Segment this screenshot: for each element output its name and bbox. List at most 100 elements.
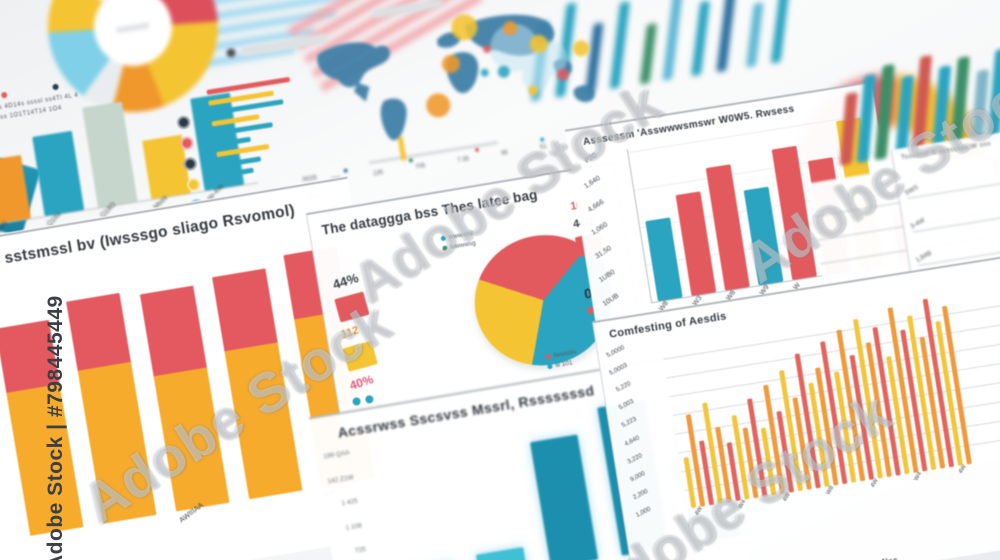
y-axis-label: 5,003 [617,398,635,412]
bar [874,63,895,161]
y-axis-label: 2,200 [631,487,649,502]
y-axis-label: 4,666 [586,198,606,214]
x-axis-label: 4W [957,464,968,475]
h-bar [216,143,270,158]
y-axis-label: 5,223 [620,416,638,430]
bar [645,217,683,302]
stacked-bar [66,292,157,524]
y-axis-label: 1 425 [341,497,359,508]
legend-dot-icon [545,353,552,360]
map-bubble [497,65,511,79]
x-axis-label: W4 [738,498,748,510]
bar [743,186,784,286]
donut-hole: ssssss [88,0,178,72]
legend-label: wwwwsk [448,229,475,241]
bar [32,130,85,217]
y-axis-label: 5,0003 [608,361,629,377]
caption-text: Wsslsssqssss Csslsss sslssp 4lss [751,556,899,560]
bar [529,433,599,560]
map-table-dot [343,168,349,173]
map-table-value: 51 [539,143,548,151]
x-axis-label: AWIIIAA [177,500,205,525]
bar [745,1,764,68]
stock-id-watermark: Adobe Stock | #798445449 [44,295,67,560]
map-table-dot [408,158,414,163]
map-bubble [528,33,549,55]
bar [895,75,914,158]
y-axis-label: 31,50 [594,245,613,261]
bar-segment-top [212,268,278,352]
teal-dot-icon [351,396,362,407]
y-axis-label: 199 QAA [323,449,351,461]
bar [950,56,970,149]
bar [932,65,952,152]
legend-label: wwwwsg [449,239,477,251]
map-bubble [572,39,591,58]
map-bubble [527,84,539,96]
value-label: 112 [339,324,361,342]
stat-icon [52,83,60,91]
map-bubble [502,20,519,37]
bar-segment-bottom [224,342,303,500]
legend-icon [179,135,195,151]
y-axis-label: 9,000 [628,469,646,484]
map-table-value: 705 [414,163,426,171]
bar-segment-bottom [77,361,157,524]
bar-segment-top [66,292,131,371]
pie-callouts-left: 44% 112 40% [331,270,383,407]
bar [675,191,717,296]
stat-icon [0,91,8,99]
bar [839,92,858,166]
legend-icon [186,177,201,193]
bar [662,0,684,81]
y-axis-label: 725 [354,546,367,556]
y-axis-label: 1,000 [634,505,652,519]
y-axis-label: 4,640 [622,434,641,448]
map-table-value: 7.35 [457,156,470,165]
stacked-bar [0,319,84,536]
yellow-swatch [342,340,378,372]
pie-legend: wwwwsk wwwwsg [440,230,476,255]
legend-dot-icon [442,245,448,252]
map-bubble [555,67,570,81]
x-axis-label: 4W [782,492,792,503]
map-bubble [449,12,480,43]
legend-dot-icon [440,235,447,242]
map-bubble [480,67,490,77]
bar [691,0,711,77]
legend-dot-icon [547,363,553,370]
y-axis-label: 1UB0 [597,268,617,285]
y-axis-label: 1,060 [590,221,610,238]
bar-segment-bottom [153,366,230,512]
stacked-bar [139,285,230,512]
h-bar [217,155,262,168]
stacked-bar [212,268,303,500]
x-axis-label: W4 [913,471,924,482]
bar [475,546,528,560]
map-table-dot [539,137,545,142]
legend-label: w 101 [554,359,574,370]
y-axis-label: 5,220 [614,380,632,394]
y-axis-label: 5,0000 [605,344,626,360]
red-swatch [334,291,370,323]
bar [856,73,877,164]
bar [0,155,31,225]
map-table-value: 95 [500,150,509,158]
bar-segment-top [139,285,207,376]
map-table-value: 135 [372,169,384,178]
teal-dot-icon [364,394,375,404]
map-bubble [424,91,452,119]
bar [716,0,737,73]
bar [639,23,657,85]
y-axis-label: 3,220 [625,451,643,466]
pie-legend-bottom: Iwslsbls w 101 [545,349,579,374]
y-axis-label: 142 Z1W [327,473,355,485]
y-axis-label: P20 [583,152,599,165]
bar [770,0,791,64]
map-table-dot [474,147,479,153]
map-bubble [482,44,493,54]
x-axis-label: 4W [869,478,880,489]
h-bar [219,167,254,178]
bar [82,101,138,208]
